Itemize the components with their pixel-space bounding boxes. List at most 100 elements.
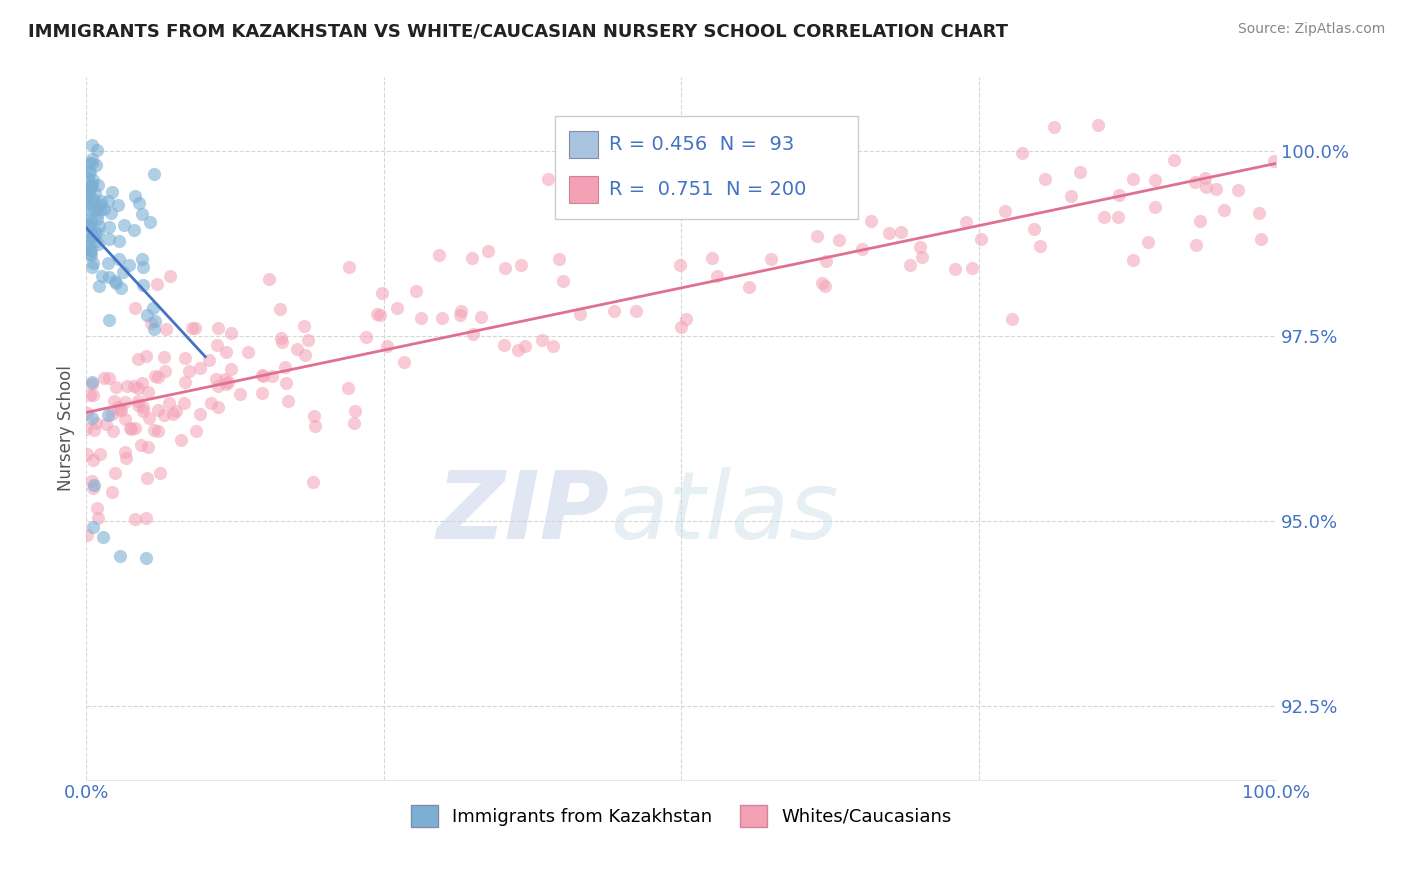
Point [114,445,136,459]
Point [89,279,111,293]
Point [80,247,103,261]
Point [77,165,100,179]
Point [337,381,360,395]
Point [1022,222,1045,236]
Point [100,205,122,219]
Point [1263,153,1285,168]
Point [960,261,983,276]
Point [131,207,153,221]
Point [111,264,134,278]
Point [80,375,103,389]
Point [219,326,242,340]
Point [169,433,191,447]
Point [122,379,145,393]
Point [354,329,377,343]
Point [219,361,242,376]
Point [108,403,131,417]
Text: R = 0.456  N =  93: R = 0.456 N = 93 [609,136,794,154]
Point [218,375,240,389]
Point [90,269,112,284]
Point [76,183,98,197]
Point [103,424,125,438]
Point [101,484,124,499]
Point [97,256,120,270]
Point [124,511,146,525]
Point [706,268,728,283]
Point [82,453,104,467]
Point [98,313,121,327]
Point [276,376,298,390]
Point [148,424,170,438]
Point [806,228,828,243]
Point [943,262,966,277]
Point [145,369,167,384]
Point [132,260,155,274]
Point [294,319,316,334]
Point [77,186,100,200]
Point [159,268,181,283]
Point [98,269,121,284]
Point [450,304,472,318]
Point [205,338,228,352]
Point [117,379,139,393]
Point [80,152,103,166]
Point [120,422,142,436]
Point [138,411,160,425]
Point [93,202,115,216]
Point [271,334,294,349]
Point [609,135,631,149]
Point [392,355,415,369]
Point [84,186,107,200]
Point [1194,171,1216,186]
Point [1212,202,1234,217]
Point [1163,153,1185,167]
Point [530,333,553,347]
Point [135,550,157,565]
Point [84,158,107,172]
Point [108,234,131,248]
Point [427,248,450,262]
Point [132,404,155,418]
Point [124,301,146,316]
Point [477,244,499,259]
Legend: Immigrants from Kazakhstan, Whites/Caucasians: Immigrants from Kazakhstan, Whites/Cauca… [404,797,959,834]
Point [215,376,238,391]
Point [375,339,398,353]
Point [108,252,131,267]
Point [252,368,274,383]
Point [114,395,136,409]
Point [173,396,195,410]
Point [120,421,142,435]
Point [93,370,115,384]
Point [82,229,104,244]
Point [79,388,101,402]
Point [1107,210,1129,224]
Point [138,215,160,229]
Point [304,409,326,423]
Point [184,424,207,438]
Point [101,407,124,421]
Point [1069,165,1091,179]
Point [98,220,121,235]
Point [1143,173,1166,187]
Point [90,194,112,208]
Point [146,369,169,384]
Point [142,301,165,315]
Point [700,251,723,265]
Point [541,338,564,352]
Point [569,307,592,321]
Point [180,321,202,335]
Point [675,311,697,326]
Point [89,202,111,216]
Point [77,171,100,186]
Point [1029,239,1052,253]
Point [76,194,98,209]
Point [89,198,111,212]
Point [1087,118,1109,132]
Point [294,348,316,362]
Point [513,339,536,353]
Point [449,309,471,323]
Point [1185,238,1208,252]
Point [77,219,100,233]
Point [82,520,104,534]
